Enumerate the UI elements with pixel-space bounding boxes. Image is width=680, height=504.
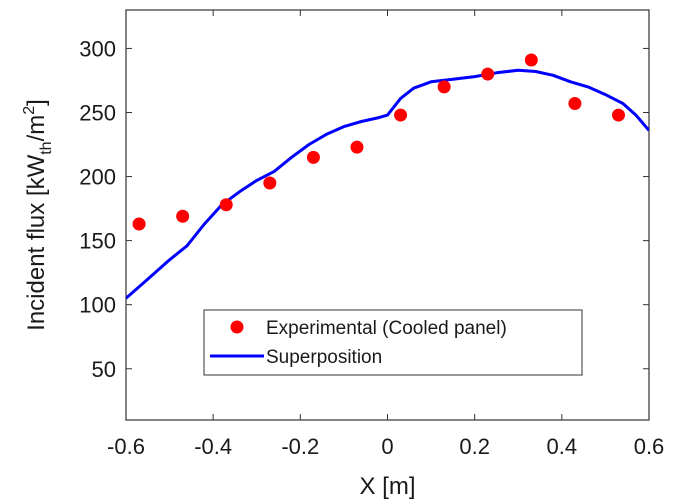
- y-axis-label: Incident flux [kWth/m2]: [21, 99, 55, 331]
- y-tick-label: 50: [92, 357, 116, 382]
- x-tick-label: 0: [381, 434, 393, 459]
- legend-box: [203, 309, 583, 376]
- legend-marker-experimental: [230, 320, 244, 334]
- data-point-experimental: [437, 80, 451, 94]
- y-tick-label: 200: [79, 165, 116, 190]
- x-tick-label: 0.6: [634, 434, 665, 459]
- data-point-experimental: [350, 140, 364, 154]
- x-tick-label: -0.6: [107, 434, 145, 459]
- legend-label-superposition: Superposition: [266, 347, 382, 368]
- legend: Experimental (Cooled panel) Superpositio…: [203, 309, 583, 376]
- y-tick-label: 250: [79, 101, 116, 126]
- data-point-experimental: [219, 198, 233, 212]
- x-tick-label: 0.4: [547, 434, 578, 459]
- data-point-experimental: [176, 209, 190, 223]
- data-point-experimental: [611, 108, 625, 122]
- data-point-experimental: [568, 97, 582, 111]
- data-point-experimental: [306, 150, 320, 164]
- legend-label-experimental: Experimental (Cooled panel): [266, 318, 507, 339]
- axis-ticks: -0.6 -0.4 -0.2 0 0.2 0.4 0.6 50 100 150 200 250 300: [79, 10, 664, 459]
- y-axis-label-sub: th: [38, 141, 55, 154]
- x-tick-label: 0.2: [459, 434, 490, 459]
- y-tick-label: 150: [79, 229, 116, 254]
- data-point-experimental: [132, 217, 146, 231]
- x-axis-label: X [m]: [359, 473, 415, 499]
- y-axis-label-sup: 2: [21, 106, 38, 115]
- y-axis-label-main: Incident flux [kW: [23, 154, 50, 330]
- data-point-experimental: [263, 176, 277, 190]
- y-tick-label: 100: [79, 293, 116, 318]
- y-axis-label-end: ]: [23, 99, 50, 106]
- data-series: [126, 53, 649, 300]
- y-tick-label: 300: [79, 36, 116, 61]
- data-point-experimental: [481, 67, 495, 81]
- data-point-experimental: [394, 108, 408, 122]
- data-point-experimental: [524, 53, 538, 67]
- y-axis-label-mid: /m: [23, 115, 50, 142]
- x-tick-label: -0.4: [194, 434, 232, 459]
- x-tick-label: -0.2: [281, 434, 319, 459]
